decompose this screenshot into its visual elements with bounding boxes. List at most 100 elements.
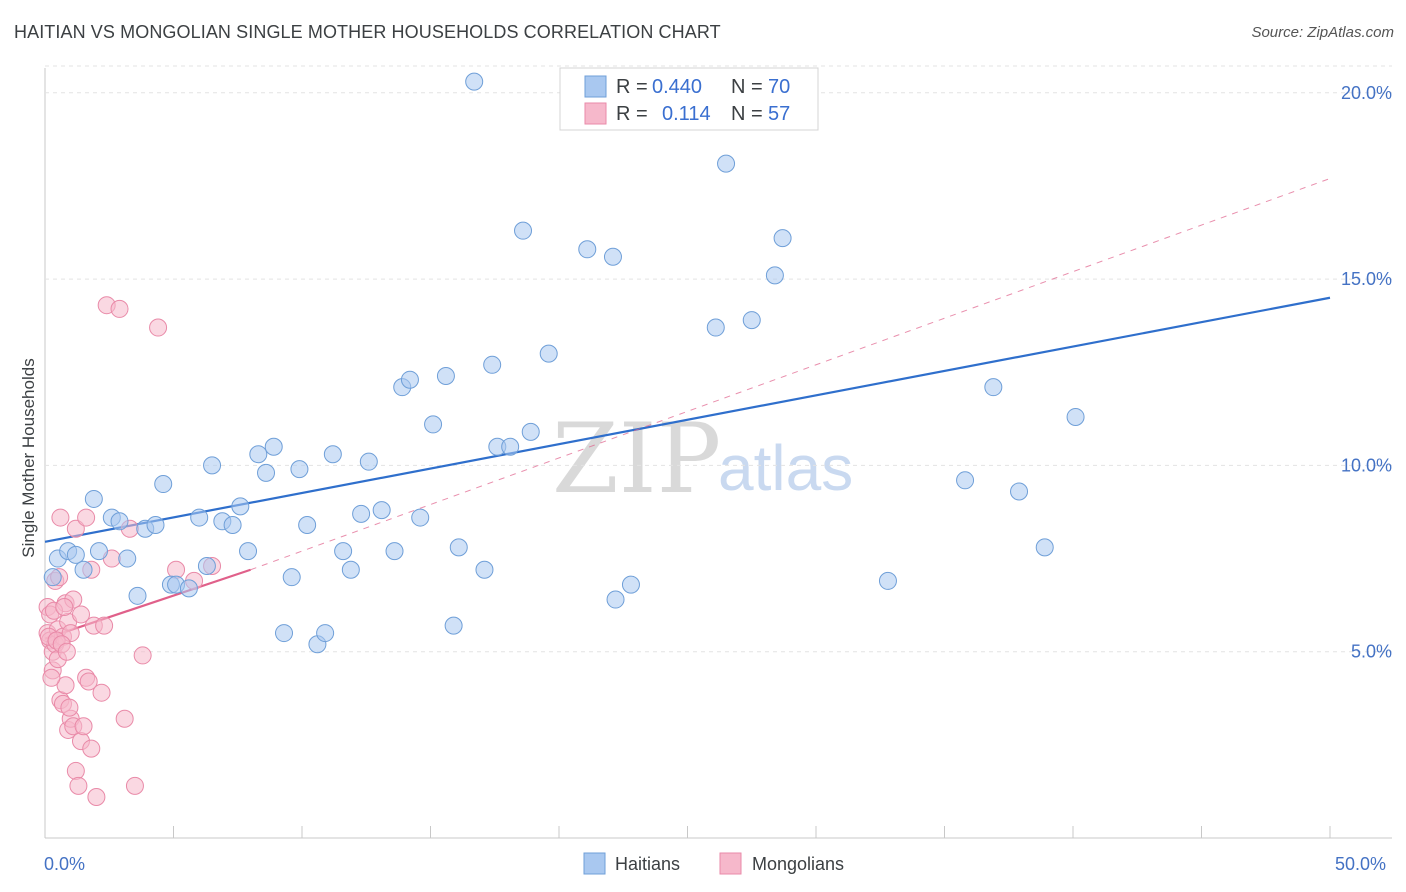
x-tick-label-max: 50.0% bbox=[1335, 854, 1386, 874]
x-tick-label-min: 0.0% bbox=[44, 854, 85, 874]
haitians-point bbox=[290, 460, 309, 479]
gridlines bbox=[45, 65, 1392, 653]
haitians-point bbox=[257, 463, 276, 482]
haitians-point bbox=[197, 557, 216, 576]
haitians-point bbox=[521, 422, 540, 441]
legend-swatch-haitians bbox=[584, 75, 607, 98]
haitians-point bbox=[1035, 538, 1054, 557]
mongolians-point bbox=[71, 605, 90, 624]
mongolians-point bbox=[57, 642, 76, 661]
haitians-point bbox=[249, 445, 268, 464]
mongolians-point bbox=[74, 717, 93, 736]
haitians-point bbox=[444, 616, 463, 635]
mongolians-point bbox=[77, 508, 96, 527]
haitians-point bbox=[118, 549, 137, 568]
haitians-point bbox=[231, 497, 250, 516]
mongolians-point bbox=[42, 668, 61, 687]
mongolians-point bbox=[56, 676, 75, 695]
haitians-point bbox=[1010, 482, 1029, 501]
haitians-point bbox=[878, 571, 897, 590]
haitians-point bbox=[359, 452, 378, 471]
haitians-point bbox=[984, 378, 1003, 397]
y-tick-label: 10.0% bbox=[1341, 455, 1392, 475]
haitians-point bbox=[742, 311, 761, 330]
mongolians-point bbox=[69, 776, 88, 795]
legend-swatch-mongolians bbox=[584, 102, 607, 125]
mongolians-points bbox=[38, 296, 222, 807]
haitians-point bbox=[341, 560, 360, 579]
mongolians-point bbox=[133, 646, 152, 665]
watermark-atlas: atlas bbox=[718, 432, 853, 504]
y-tick-labels: 5.0% 10.0% 15.0% 20.0% bbox=[1341, 83, 1392, 662]
mongolians-point bbox=[149, 318, 168, 337]
haitians-point bbox=[190, 508, 209, 527]
legend-n-value-mongolians: 57 bbox=[768, 103, 790, 125]
haitians-point bbox=[352, 504, 371, 523]
haitians-point bbox=[621, 575, 640, 594]
legend-r-label-mongolians: R = bbox=[616, 103, 648, 125]
haitians-trend-line bbox=[44, 296, 1331, 543]
mongolians-point bbox=[51, 508, 70, 527]
x-ticks bbox=[173, 826, 1331, 838]
haitians-point bbox=[323, 445, 342, 464]
haitians-point bbox=[203, 456, 222, 475]
bottom-legend-swatch-haitians bbox=[583, 852, 606, 875]
haitians-point bbox=[400, 370, 419, 389]
bottom-legend-haitians: Haitians bbox=[615, 854, 680, 874]
y-tick-label: 15.0% bbox=[1341, 269, 1392, 289]
haitians-point bbox=[84, 489, 103, 508]
mongolians-trend-line bbox=[44, 568, 251, 640]
haitians-point bbox=[424, 415, 443, 434]
haitians-point bbox=[372, 501, 391, 520]
mongolians-point bbox=[60, 698, 79, 717]
haitians-point bbox=[539, 344, 558, 363]
haitians-point bbox=[146, 516, 165, 535]
watermark-zip: ZIP bbox=[552, 403, 721, 515]
haitians-point bbox=[773, 229, 792, 248]
haitians-point bbox=[514, 221, 533, 240]
legend-n-value-haitians: 70 bbox=[768, 76, 790, 98]
mongolians-point bbox=[125, 776, 144, 795]
haitians-point bbox=[66, 545, 85, 564]
haitians-point bbox=[717, 154, 736, 173]
series-legend: Haitians Mongolians bbox=[583, 852, 844, 875]
legend-r-value-haitians: 0.440 bbox=[652, 76, 702, 98]
haitians-point bbox=[282, 568, 301, 587]
haitians-point bbox=[179, 579, 198, 598]
mongolians-point bbox=[66, 761, 85, 780]
haitians-point bbox=[264, 437, 283, 456]
mongolians-point bbox=[66, 519, 85, 538]
chart-title: HAITIAN VS MONGOLIAN SINGLE MOTHER HOUSE… bbox=[14, 22, 721, 42]
haitians-point bbox=[43, 568, 62, 587]
mongolians-point bbox=[82, 739, 101, 758]
bottom-legend-swatch-mongolians bbox=[719, 852, 742, 875]
haitians-point bbox=[128, 586, 147, 605]
haitians-point bbox=[578, 240, 597, 259]
haitians-point bbox=[765, 266, 784, 285]
mongolians-point bbox=[87, 788, 106, 807]
haitians-point bbox=[316, 624, 335, 643]
haitians-point bbox=[483, 355, 502, 374]
mongolians-point bbox=[55, 597, 74, 616]
haitians-point bbox=[436, 366, 455, 385]
haitians-point bbox=[606, 590, 625, 609]
haitians-point bbox=[275, 624, 294, 643]
haitians-point bbox=[223, 516, 242, 535]
haitians-point bbox=[603, 247, 622, 266]
haitians-point bbox=[465, 72, 484, 91]
y-tick-label: 20.0% bbox=[1341, 83, 1392, 103]
haitians-point bbox=[501, 437, 520, 456]
haitians-point bbox=[110, 512, 129, 531]
haitians-point bbox=[706, 318, 725, 337]
mongolians-point bbox=[110, 299, 129, 318]
mongolians-point bbox=[95, 616, 114, 635]
mongolians-point bbox=[115, 709, 134, 728]
legend-n-label-haitians: N = bbox=[731, 76, 763, 98]
mongolians-point bbox=[92, 683, 111, 702]
legend-r-label-haitians: R = bbox=[616, 76, 648, 98]
legend-n-label-mongolians: N = bbox=[731, 103, 763, 125]
y-axis-label: Single Mother Households bbox=[19, 358, 38, 557]
haitians-point bbox=[956, 471, 975, 490]
haitians-point bbox=[334, 542, 353, 561]
